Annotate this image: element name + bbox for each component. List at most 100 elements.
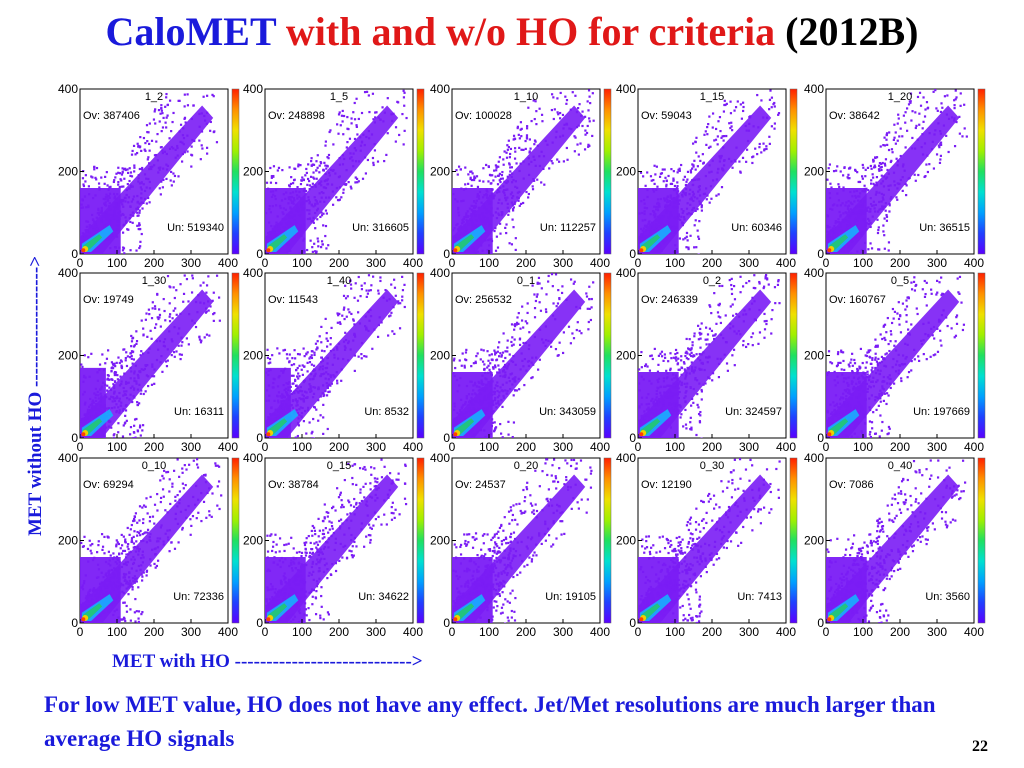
colorbar (977, 272, 986, 439)
heatmap-panel: 1_20 Ov: 38642 Un: 36515 0 200 400 0 100 200 300 4… (804, 82, 986, 270)
y-tick-label: 0 (256, 616, 263, 630)
panel-density (452, 458, 593, 623)
x-tick-label: 0 (77, 256, 84, 270)
y-tick-label: 0 (71, 431, 78, 445)
overflow-label: Ov: 387406 (83, 110, 140, 122)
x-tick-label: 100 (292, 256, 312, 270)
x-tick-label: 300 (927, 256, 947, 270)
x-tick-label: 100 (853, 440, 873, 454)
overflow-label: Ov: 38784 (268, 479, 319, 491)
y-tick-label: 200 (243, 534, 263, 548)
x-tick-label: 0 (823, 440, 830, 454)
y-tick-label: 400 (616, 451, 636, 465)
x-tick-label: 300 (181, 440, 201, 454)
panel-density (265, 274, 406, 438)
x-tick-label: 0 (635, 440, 642, 454)
heatmap-panel: 0_2 Ov: 246339 Un: 324597 0 200 400 0 100 200 300… (616, 266, 798, 454)
panel-density (638, 458, 781, 623)
x-tick-label: 400 (964, 256, 984, 270)
y-axis-label: MET without HO -------------------> (25, 255, 46, 537)
y-tick-label: 0 (443, 247, 450, 261)
x-tick-label: 100 (479, 440, 499, 454)
x-tick-label: 200 (702, 625, 722, 639)
x-tick-label: 300 (553, 440, 573, 454)
x-tick-label: 100 (665, 256, 685, 270)
panel-title: 0_5 (891, 275, 909, 287)
x-tick-label: 300 (553, 256, 573, 270)
y-tick-label: 200 (430, 165, 450, 179)
underflow-label: Un: 3560 (925, 591, 970, 603)
x-tick-label: 0 (77, 625, 84, 639)
panel-title: 1_30 (142, 275, 166, 287)
x-tick-label: 400 (776, 440, 796, 454)
x-tick-label: 100 (292, 440, 312, 454)
x-tick-label: 200 (890, 625, 910, 639)
y-tick-label: 400 (243, 82, 263, 96)
overflow-label: Ov: 38642 (829, 110, 880, 122)
y-tick-label: 400 (58, 82, 78, 96)
x-tick-label: 400 (218, 256, 238, 270)
panel-title: 0_1 (517, 275, 535, 287)
colorbar (789, 272, 798, 439)
y-tick-label: 0 (629, 247, 636, 261)
y-tick-label: 0 (817, 247, 824, 261)
y-tick-label: 200 (804, 165, 824, 179)
panel-title: 0_40 (888, 460, 912, 472)
heatmap-panel: 0_15 Ov: 38784 Un: 34622 0 200 400 0 100 200 300 4… (243, 451, 425, 639)
panel-density (826, 459, 967, 623)
x-tick-label: 200 (329, 256, 349, 270)
heatmap-panel: 0_10 Ov: 69294 Un: 72336 0 200 400 0 100 200 300 4… (58, 451, 240, 639)
y-tick-label: 200 (616, 165, 636, 179)
y-tick-label: 0 (629, 431, 636, 445)
x-tick-label: 100 (479, 256, 499, 270)
x-tick-label: 300 (366, 440, 386, 454)
heatmap-panel: 0_40 Ov: 7086 Un: 3560 0 200 400 0 100 200 300 400 (804, 451, 986, 639)
heatmap-panel: 1_40 Ov: 11543 Un: 8532 0 200 400 0 100 200 300 40… (243, 266, 425, 454)
overflow-label: Ov: 160767 (829, 294, 886, 306)
overflow-label: Ov: 12190 (641, 479, 692, 491)
y-tick-label: 200 (58, 165, 78, 179)
x-tick-label: 300 (739, 256, 759, 270)
x-tick-label: 400 (964, 440, 984, 454)
heatmap-panel: 1_5 Ov: 248898 Un: 316605 0 200 400 0 100 200 300… (243, 82, 425, 270)
y-tick-label: 0 (71, 247, 78, 261)
y-tick-label: 0 (629, 616, 636, 630)
y-tick-label: 0 (256, 247, 263, 261)
y-tick-label: 200 (243, 165, 263, 179)
overflow-label: Ov: 7086 (829, 479, 874, 491)
colorbar (603, 272, 612, 439)
panel-density (452, 273, 595, 438)
y-tick-label: 0 (817, 616, 824, 630)
x-tick-label: 0 (635, 256, 642, 270)
x-tick-label: 300 (181, 625, 201, 639)
panel-density (265, 458, 408, 623)
colorbar (231, 88, 240, 255)
x-tick-label: 0 (77, 440, 84, 454)
x-tick-label: 300 (739, 625, 759, 639)
overflow-label: Ov: 100028 (455, 110, 512, 122)
x-tick-label: 400 (776, 625, 796, 639)
heatmap-panel: 1_2 Ov: 387406 Un: 519340 0 200 400 0 100 200 300… (58, 82, 240, 270)
x-tick-label: 200 (516, 625, 536, 639)
panel-title: 1_10 (514, 91, 538, 103)
underflow-label: Un: 8532 (364, 406, 409, 418)
overflow-label: Ov: 248898 (268, 110, 325, 122)
x-tick-label: 400 (218, 625, 238, 639)
x-tick-label: 100 (665, 625, 685, 639)
panel-title: 0_20 (514, 460, 538, 472)
panel-title: 1_5 (330, 91, 348, 103)
x-tick-label: 200 (516, 256, 536, 270)
underflow-label: Un: 343059 (539, 406, 596, 418)
panel-density (452, 89, 595, 254)
x-axis-label: MET with HO ----------------------------… (112, 651, 423, 672)
colorbar (977, 457, 986, 624)
slide-caption: For low MET value, HO does not have any … (44, 692, 936, 751)
panel-density (826, 275, 966, 438)
colorbar (416, 457, 425, 624)
y-tick-label: 400 (616, 82, 636, 96)
underflow-label: Un: 7413 (737, 591, 782, 603)
underflow-label: Un: 16311 (174, 406, 224, 418)
panel-density (265, 89, 408, 254)
y-tick-label: 200 (243, 349, 263, 363)
